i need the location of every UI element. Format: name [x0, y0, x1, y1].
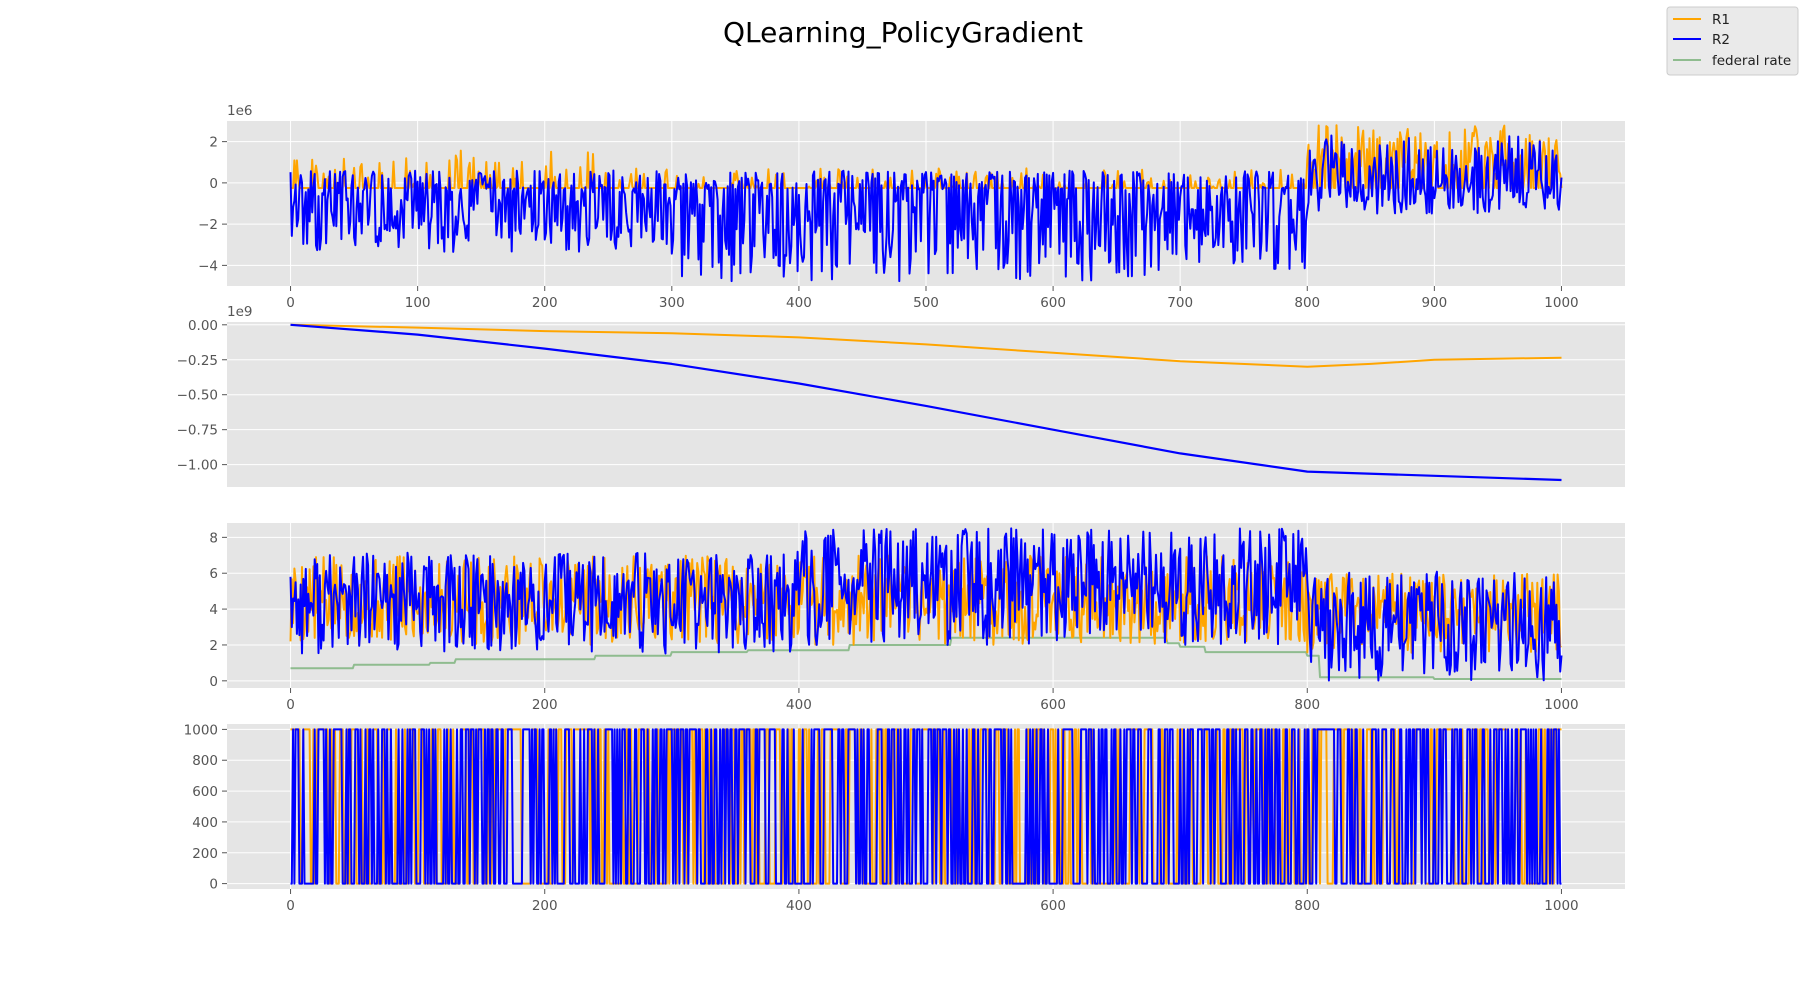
x-tick-label: 1000: [1544, 697, 1578, 713]
subplot-rewards: −4 −2 0 2 0 100 200 300 400 500 600 700 800 900 1000 1e…: [198, 103, 1625, 311]
legend-label-federal-rate: federal rate: [1712, 53, 1791, 69]
x-tick-label: 800: [1294, 898, 1320, 914]
y-tick-label: 0: [209, 176, 218, 192]
subplot-cumulative-rewards: 0.00 −0.25 −0.50 −0.75 −1.00 1e9: [177, 304, 1625, 487]
y-tick-label: 600: [192, 784, 218, 800]
y-tick-label: 4: [209, 602, 218, 618]
series-r2-line: [290, 323, 1562, 482]
x-tick-label: 700: [1167, 295, 1193, 311]
x-tick-label: 900: [1421, 295, 1447, 311]
x-tick-label: 400: [786, 295, 812, 311]
series-r2-line: [290, 728, 1562, 885]
x-tick-label: 800: [1294, 295, 1320, 311]
legend-label-r2: R2: [1712, 32, 1730, 48]
series-group: [289, 124, 1563, 283]
x-tick-label: 0: [286, 697, 295, 713]
x-tick-label: 0: [286, 295, 295, 311]
figure-title: QLearning_PolicyGradient: [723, 16, 1083, 49]
y-tick-label: 0.00: [188, 318, 218, 334]
series-r2-line: [289, 134, 1563, 283]
series-group: [290, 323, 1562, 482]
y-tick-label: −4: [198, 258, 218, 274]
series-group: [289, 527, 1563, 682]
y-tick-label: −0.75: [177, 423, 218, 439]
x-tick-label: 200: [532, 295, 558, 311]
x-tick-label: 400: [786, 898, 812, 914]
y-tick-label: 800: [192, 753, 218, 769]
y-tick-label: 0: [209, 674, 218, 690]
x-tick-label: 600: [1040, 697, 1066, 713]
x-tick-label: 600: [1040, 898, 1066, 914]
y-tick-label: −1.00: [177, 458, 218, 474]
x-tick-label: 200: [532, 697, 558, 713]
legend-label-r1: R1: [1712, 12, 1730, 28]
series-r2-line: [289, 527, 1563, 682]
y-tick-label: 6: [209, 566, 218, 582]
series-r1-line: [290, 323, 1562, 368]
y-offset-label: 1e9: [227, 304, 252, 320]
x-tick-label: 400: [786, 697, 812, 713]
y-tick-label: 0: [209, 877, 218, 893]
y-tick-label: 2: [209, 638, 218, 654]
x-tick-label: 800: [1294, 697, 1320, 713]
x-tick-label: 0: [286, 898, 295, 914]
y-tick-label: 200: [192, 846, 218, 862]
series-group: [290, 728, 1562, 885]
legend-frame: [1666, 6, 1799, 76]
x-tick-label: 600: [1040, 295, 1066, 311]
series-federal-rate-line: [290, 636, 1562, 680]
legend: R1 R2 federal rate: [1666, 6, 1799, 76]
x-tick-label: 1000: [1544, 295, 1578, 311]
subplot-actions: 0 200 400 600 800 1000 0 200 400 600 800 1000: [184, 722, 1625, 914]
y-tick-label: 400: [192, 815, 218, 831]
x-tick-label: 100: [405, 295, 431, 311]
y-tick-label: 2: [209, 135, 218, 151]
y-offset-label: 1e6: [227, 103, 252, 119]
x-tick-label: 300: [659, 295, 685, 311]
y-tick-label: −2: [198, 217, 218, 233]
y-tick-label: 8: [209, 530, 218, 546]
x-tick-label: 200: [532, 898, 558, 914]
x-tick-label: 1000: [1544, 898, 1578, 914]
x-tick-label: 500: [913, 295, 939, 311]
subplot-rates: 0 2 4 6 8 0 200 400 600 800 1000: [209, 523, 1625, 713]
y-tick-label: −0.25: [177, 353, 218, 369]
y-tick-label: −0.50: [177, 388, 218, 404]
axes-background: [227, 322, 1625, 487]
y-tick-label: 1000: [184, 722, 218, 738]
